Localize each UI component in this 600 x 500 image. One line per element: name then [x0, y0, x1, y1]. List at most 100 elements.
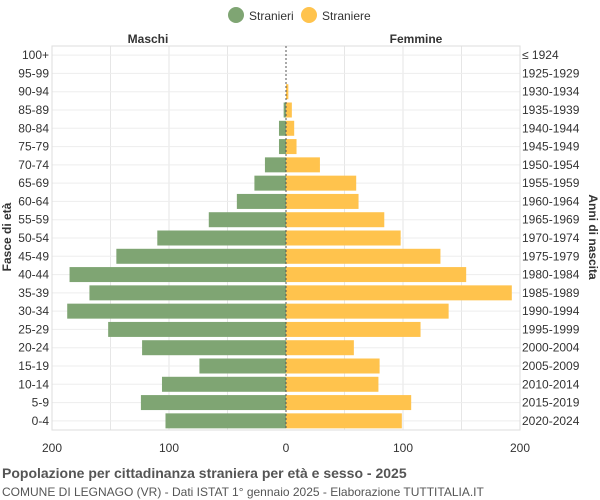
birth-year-label: 2020-2024: [522, 414, 580, 428]
bar-straniere-70-74: [286, 157, 320, 173]
age-group-label: 30-34: [18, 304, 49, 318]
chart-subtitle: COMUNE DI LEGNAGO (VR) - Dati ISTAT 1° g…: [2, 485, 485, 499]
age-group-label: 75-79: [18, 140, 49, 154]
x-axis-tick-labels: 200 100 0 100 200: [42, 441, 530, 455]
age-group-label: 100+: [22, 48, 49, 62]
bar-straniere-65-69: [286, 175, 357, 191]
birth-year-label: 1955-1959: [522, 176, 580, 190]
birth-year-label: 1965-1969: [522, 213, 580, 227]
birth-year-label: 1930-1934: [522, 85, 580, 99]
x-tick-label: 200: [510, 441, 530, 455]
age-group-label: 0-4: [32, 414, 50, 428]
age-group-label: 10-14: [18, 377, 49, 391]
maschi-header: Maschi: [128, 32, 169, 46]
bar-straniere-30-34: [286, 303, 449, 319]
bar-stranieri-50-54: [157, 230, 286, 246]
bar-stranieri-70-74: [264, 157, 286, 173]
age-group-label: 20-24: [18, 341, 49, 355]
birth-year-label: 1970-1974: [522, 231, 580, 245]
bar-stranieri-15-19: [199, 358, 286, 374]
legend-straniere-label: Straniere: [322, 9, 371, 23]
bars: [67, 84, 512, 429]
bar-straniere-90-94: [286, 84, 289, 100]
birth-year-label: 1940-1944: [522, 121, 580, 135]
birth-year-label: 2015-2019: [522, 396, 580, 410]
age-group-labels: 100+ 95-99 90-94 85-89 80-84 75-79 70-74 65-69 6…: [18, 48, 49, 428]
birth-year-label: 1945-1949: [522, 140, 580, 154]
bar-stranieri-85-89: [283, 102, 286, 118]
birth-year-label: 2000-2004: [522, 341, 580, 355]
age-group-label: 70-74: [18, 158, 49, 172]
bar-stranieri-0-4: [165, 413, 286, 429]
bar-stranieri-5-9: [140, 395, 286, 411]
birth-year-label: 1995-1999: [522, 322, 580, 336]
bar-stranieri-10-14: [161, 376, 286, 392]
birth-year-label: 1980-1984: [522, 268, 580, 282]
bar-straniere-40-44: [286, 267, 467, 283]
age-group-label: 60-64: [18, 194, 49, 208]
age-group-label: 85-89: [18, 103, 49, 117]
legend-straniere-marker: [301, 7, 317, 23]
birth-year-label: 2010-2014: [522, 377, 580, 391]
x-tick-label: 0: [283, 441, 290, 455]
age-group-label: 35-39: [18, 286, 49, 300]
bar-straniere-35-39: [286, 285, 512, 301]
birth-year-label: 1950-1954: [522, 158, 580, 172]
bar-stranieri-75-79: [278, 139, 286, 155]
bar-stranieri-60-64: [236, 193, 286, 209]
x-tick-label: 200: [42, 441, 62, 455]
bar-straniere-25-29: [286, 321, 421, 337]
bar-stranieri-30-34: [67, 303, 287, 319]
birth-year-label: ≤ 1924: [522, 48, 559, 62]
age-group-label: 50-54: [18, 231, 49, 245]
age-group-label: 95-99: [18, 66, 49, 80]
bar-straniere-50-54: [286, 230, 401, 246]
x-tick-label: 100: [159, 441, 179, 455]
birth-year-labels: ≤ 1924 1925-1929 1930-1934 1935-1939 1940-19…: [522, 48, 580, 428]
age-group-label: 65-69: [18, 176, 49, 190]
bar-straniere-20-24: [286, 340, 354, 356]
bar-straniere-55-59: [286, 212, 385, 228]
birth-year-label: 1990-1994: [522, 304, 580, 318]
bar-stranieri-65-69: [254, 175, 286, 191]
bar-straniere-45-49: [286, 248, 441, 264]
bar-stranieri-35-39: [89, 285, 286, 301]
bar-stranieri-20-24: [142, 340, 286, 356]
chart-title: Popolazione per cittadinanza straniera p…: [2, 465, 407, 481]
birth-year-label: 1935-1939: [522, 103, 580, 117]
birth-year-label: 1925-1929: [522, 66, 580, 80]
age-group-label: 5-9: [32, 396, 50, 410]
birth-year-label: 1975-1979: [522, 249, 580, 263]
age-group-label: 15-19: [18, 359, 49, 373]
bar-straniere-85-89: [286, 102, 292, 118]
birth-year-label: 2005-2009: [522, 359, 580, 373]
bar-straniere-5-9: [286, 395, 412, 411]
y-axis-right-label: Anni di nascita: [586, 194, 600, 280]
age-group-label: 25-29: [18, 322, 49, 336]
legend: Stranieri Straniere: [228, 7, 371, 23]
age-group-label: 80-84: [18, 121, 49, 135]
bar-stranieri-25-29: [108, 321, 286, 337]
age-group-label: 40-44: [18, 268, 49, 282]
bar-stranieri-40-44: [69, 267, 286, 283]
birth-year-label: 1960-1964: [522, 194, 580, 208]
bar-stranieri-45-49: [116, 248, 286, 264]
legend-stranieri-label: Stranieri: [249, 9, 294, 23]
birth-year-label: 1985-1989: [522, 286, 580, 300]
bar-stranieri-55-59: [208, 212, 286, 228]
femmine-header: Femmine: [390, 32, 443, 46]
y-axis-left-label: Fasce di età: [0, 202, 14, 271]
bar-straniere-80-84: [286, 120, 295, 136]
age-group-label: 45-49: [18, 249, 49, 263]
x-tick-label: 100: [393, 441, 413, 455]
bar-straniere-15-19: [286, 358, 380, 374]
age-group-label: 55-59: [18, 213, 49, 227]
bar-straniere-60-64: [286, 193, 359, 209]
age-group-label: 90-94: [18, 85, 49, 99]
bar-straniere-10-14: [286, 376, 379, 392]
legend-stranieri-marker: [228, 7, 244, 23]
bar-straniere-75-79: [286, 139, 297, 155]
bar-stranieri-80-84: [278, 120, 286, 136]
bar-straniere-0-4: [286, 413, 402, 429]
